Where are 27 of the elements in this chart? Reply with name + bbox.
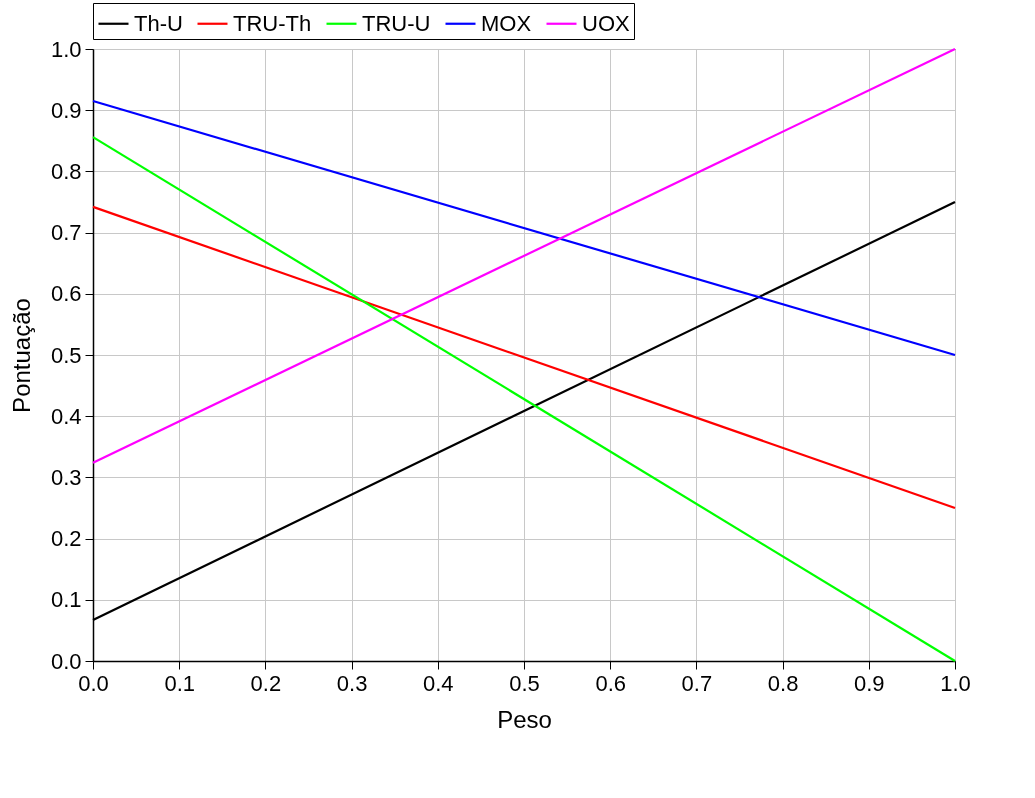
legend-label: TRU-Th [233,10,312,36]
y-axis-title: Pontuação [7,298,35,413]
legend-label: UOX [582,10,630,36]
y-tick-label: 0.1 [50,587,82,613]
legend-label: TRU-U [362,10,431,36]
x-tick-label: 1.0 [940,670,971,696]
y-tick-label: 0.9 [50,97,82,123]
y-tick-label: 0.2 [50,526,82,552]
x-tick-label: 0.8 [767,670,799,696]
x-tick-label: 0.9 [854,670,885,696]
y-tick-label: 1.0 [50,36,82,62]
x-tick-label: 0.2 [250,670,282,696]
x-tick-label: 0.5 [509,670,540,696]
x-tick-label: 0.7 [681,670,713,696]
y-tick-label: 0.8 [50,158,82,184]
y-tick-label: 0.4 [50,403,82,429]
x-axis-title: Peso [497,705,552,733]
y-tick-label: 0.6 [50,281,82,307]
x-tick-label: 0.3 [336,670,368,696]
x-tick-label: 0.6 [595,670,626,696]
x-tick-label: 0.1 [164,670,195,696]
x-tick-label: 0.4 [423,670,454,696]
y-tick-label: 0.5 [50,342,82,368]
legend-label: Th-U [134,10,183,36]
y-tick-label: 0.7 [50,220,82,246]
y-tick-label: 0.3 [50,464,82,490]
legend-label: MOX [481,10,532,36]
